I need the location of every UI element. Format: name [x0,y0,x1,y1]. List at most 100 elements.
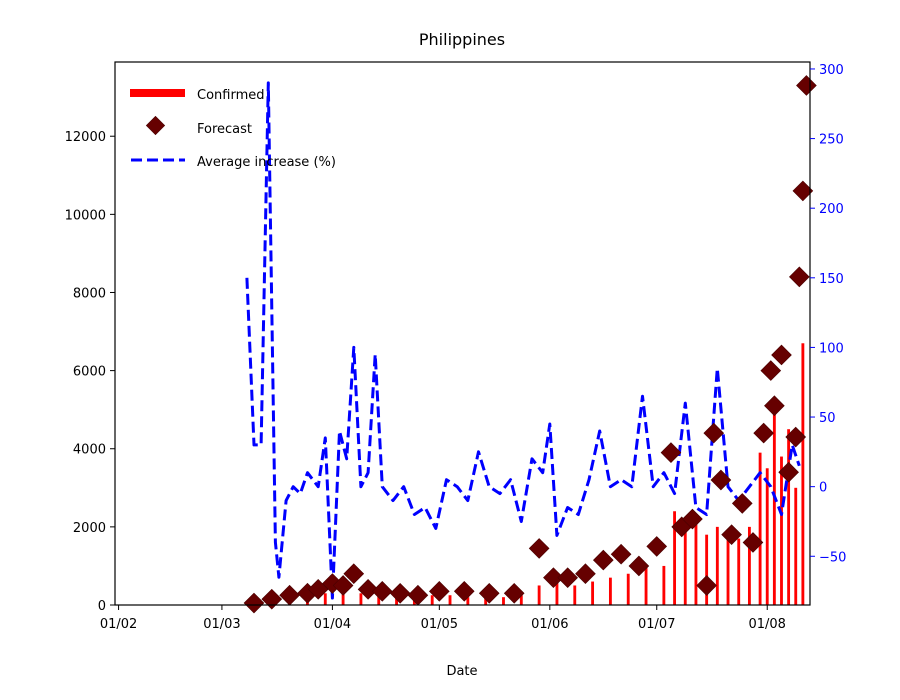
forecast-marker [789,266,810,288]
forecast-marker [543,567,564,588]
confirmed-bar [395,597,398,605]
forecast-marker [332,575,354,596]
confirmed-bar [448,595,452,605]
confirmed-bar [794,487,798,605]
forecast-marker [628,555,650,577]
forecast-marker [407,584,429,606]
confirmed-bar [591,581,595,605]
x-tick-label: 01/03 [203,617,240,632]
forecast-marker [243,592,265,614]
x-tick-label: 01/05 [421,617,458,632]
forecast-marker [428,581,450,602]
confirmed-bars [252,343,805,605]
confirmed-bar [787,429,791,605]
forecast-marker [343,563,365,585]
y-right-tick-label: 300 [819,63,844,78]
confirmed-bar [573,585,577,605]
forecast-marker [357,579,379,600]
confirmed-bar [780,456,783,605]
confirmed-bar [683,526,687,605]
confirmed-bar [705,534,709,605]
x-axis-label: Date [446,664,477,679]
confirmed-bar [502,597,505,605]
confirmed-bar [758,452,762,605]
confirmed-bar [377,595,381,605]
legend-label-confirmed: Confirmed [197,88,265,103]
confirmed-bar [737,538,741,605]
confirmed-bar [801,343,805,605]
confirmed-bar [644,565,648,605]
forecast-marker [453,580,475,602]
y-left-tick-label: 12000 [65,130,106,145]
forecast-marker [478,582,500,604]
confirmed-bar [341,591,345,605]
y-right-tick-label: 50 [819,411,836,426]
y-left-tick-label: 10000 [65,208,106,223]
y-left-tick-label: 0 [98,599,106,614]
confirmed-bar [484,595,488,605]
average-increase-line [245,81,801,600]
forecast-marker [731,493,753,514]
forecast-marker [792,180,814,202]
forecast-marker [660,442,682,463]
confirmed-bar [626,573,630,605]
confirmed-bar [662,565,666,605]
y-left-tick-label: 6000 [73,365,106,380]
y-right-tick-label: 250 [819,133,844,148]
forecast-marker [646,536,668,557]
axes: 01/02 01/03 01/04 01/05 01/06 01/07 01/0802000… [65,63,847,632]
forecast-marker [503,582,525,604]
confirmed-bar [694,515,698,605]
confirmed-bar [519,595,523,605]
confirmed-bar [323,593,327,605]
forecast-marker [592,549,614,571]
forecast-marker [696,575,717,596]
forecast-marker [710,469,732,491]
x-tick-label: 01/08 [748,617,785,632]
forecast-marker [279,584,300,606]
forecast-marker [742,532,764,553]
y-right-tick-label: 200 [819,202,844,217]
forecast-marker [760,360,782,381]
y-right-tick-label: 150 [819,272,844,287]
forecast-marker [753,422,774,444]
confirmed-bar [537,585,541,605]
forecast-marker [796,75,817,96]
confirmed-bar [772,409,776,605]
average-increase-line-layer [245,81,801,600]
forecast-marker [371,581,393,602]
y-right-tick-label: 100 [819,341,844,356]
forecast-marker [575,563,596,585]
x-tick-label: 01/06 [531,617,568,632]
forecast-marker [703,422,725,444]
forecast-marker [389,582,411,604]
confirmed-bar [715,526,719,605]
x-tick-label: 01/07 [638,617,675,632]
forecast-marker [778,461,799,483]
y-right-tick-label: 0 [819,481,827,496]
chart-title: Philippines [419,30,505,49]
confirmed-bar [765,468,769,605]
forecast-marker [682,508,703,530]
confirmed-bar [608,577,612,605]
legend-label-forecast: Forecast [197,122,252,137]
confirmed-bar [466,597,470,605]
forecast-marker [764,395,785,417]
x-tick-label: 01/04 [314,617,351,632]
forecast-marker [610,543,632,565]
legend-swatch-forecast [145,115,166,136]
legend-label-average-increase: Average increase (%) [197,155,336,170]
y-right-tick-label: −50 [819,550,846,565]
confirmed-bar [747,526,751,605]
y-left-tick-label: 2000 [73,521,106,536]
forecast-marker [721,524,742,546]
x-tick-label: 01/02 [100,617,137,632]
y-left-tick-label: 4000 [73,443,106,458]
y-left-tick-label: 8000 [73,286,106,301]
legend: Confirmed Forecast Average increase (%) [130,88,336,170]
forecast-marker [528,538,550,559]
confirmed-bar [673,511,676,605]
forecast-marker [785,426,807,448]
